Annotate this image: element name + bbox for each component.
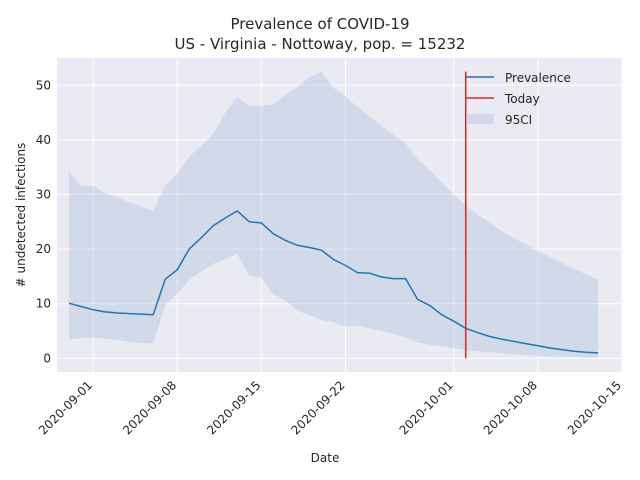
x-tick-label: 2020-10-15 bbox=[565, 378, 624, 437]
plot-background bbox=[57, 58, 622, 372]
chart-title: Prevalence of COVID-19 bbox=[230, 15, 409, 33]
y-tick-label: 40 bbox=[36, 133, 51, 147]
y-tick-label: 20 bbox=[36, 242, 51, 256]
prevalence-line bbox=[68, 210, 599, 354]
y-tick-label: 50 bbox=[36, 78, 51, 92]
x-axis-label: Date bbox=[311, 451, 340, 465]
legend-label-95ci: 95CI bbox=[505, 113, 532, 127]
legend-swatch-95ci bbox=[466, 114, 494, 124]
legend: Prevalence Today 95CI bbox=[466, 71, 571, 127]
x-tick-label: 2020-09-15 bbox=[204, 378, 263, 437]
x-tick-label: 2020-10-08 bbox=[481, 378, 540, 437]
y-tick-label: 30 bbox=[36, 188, 51, 202]
y-axis-label: # undetected infections bbox=[14, 143, 28, 288]
x-tick-label: 2020-09-08 bbox=[120, 378, 179, 437]
x-tick-label: 2020-10-01 bbox=[397, 378, 456, 437]
legend-label-prevalence: Prevalence bbox=[505, 71, 571, 85]
x-tick-label: 2020-09-22 bbox=[288, 378, 347, 437]
y-tick-label: 0 bbox=[43, 351, 51, 365]
legend-label-today: Today bbox=[504, 92, 540, 106]
series-layer bbox=[68, 71, 599, 359]
chart-subtitle: US - Virginia - Nottoway, pop. = 15232 bbox=[175, 35, 466, 53]
x-tick-label: 2020-09-01 bbox=[36, 378, 95, 437]
grid bbox=[57, 58, 623, 372]
y-tick-label: 10 bbox=[36, 297, 51, 311]
